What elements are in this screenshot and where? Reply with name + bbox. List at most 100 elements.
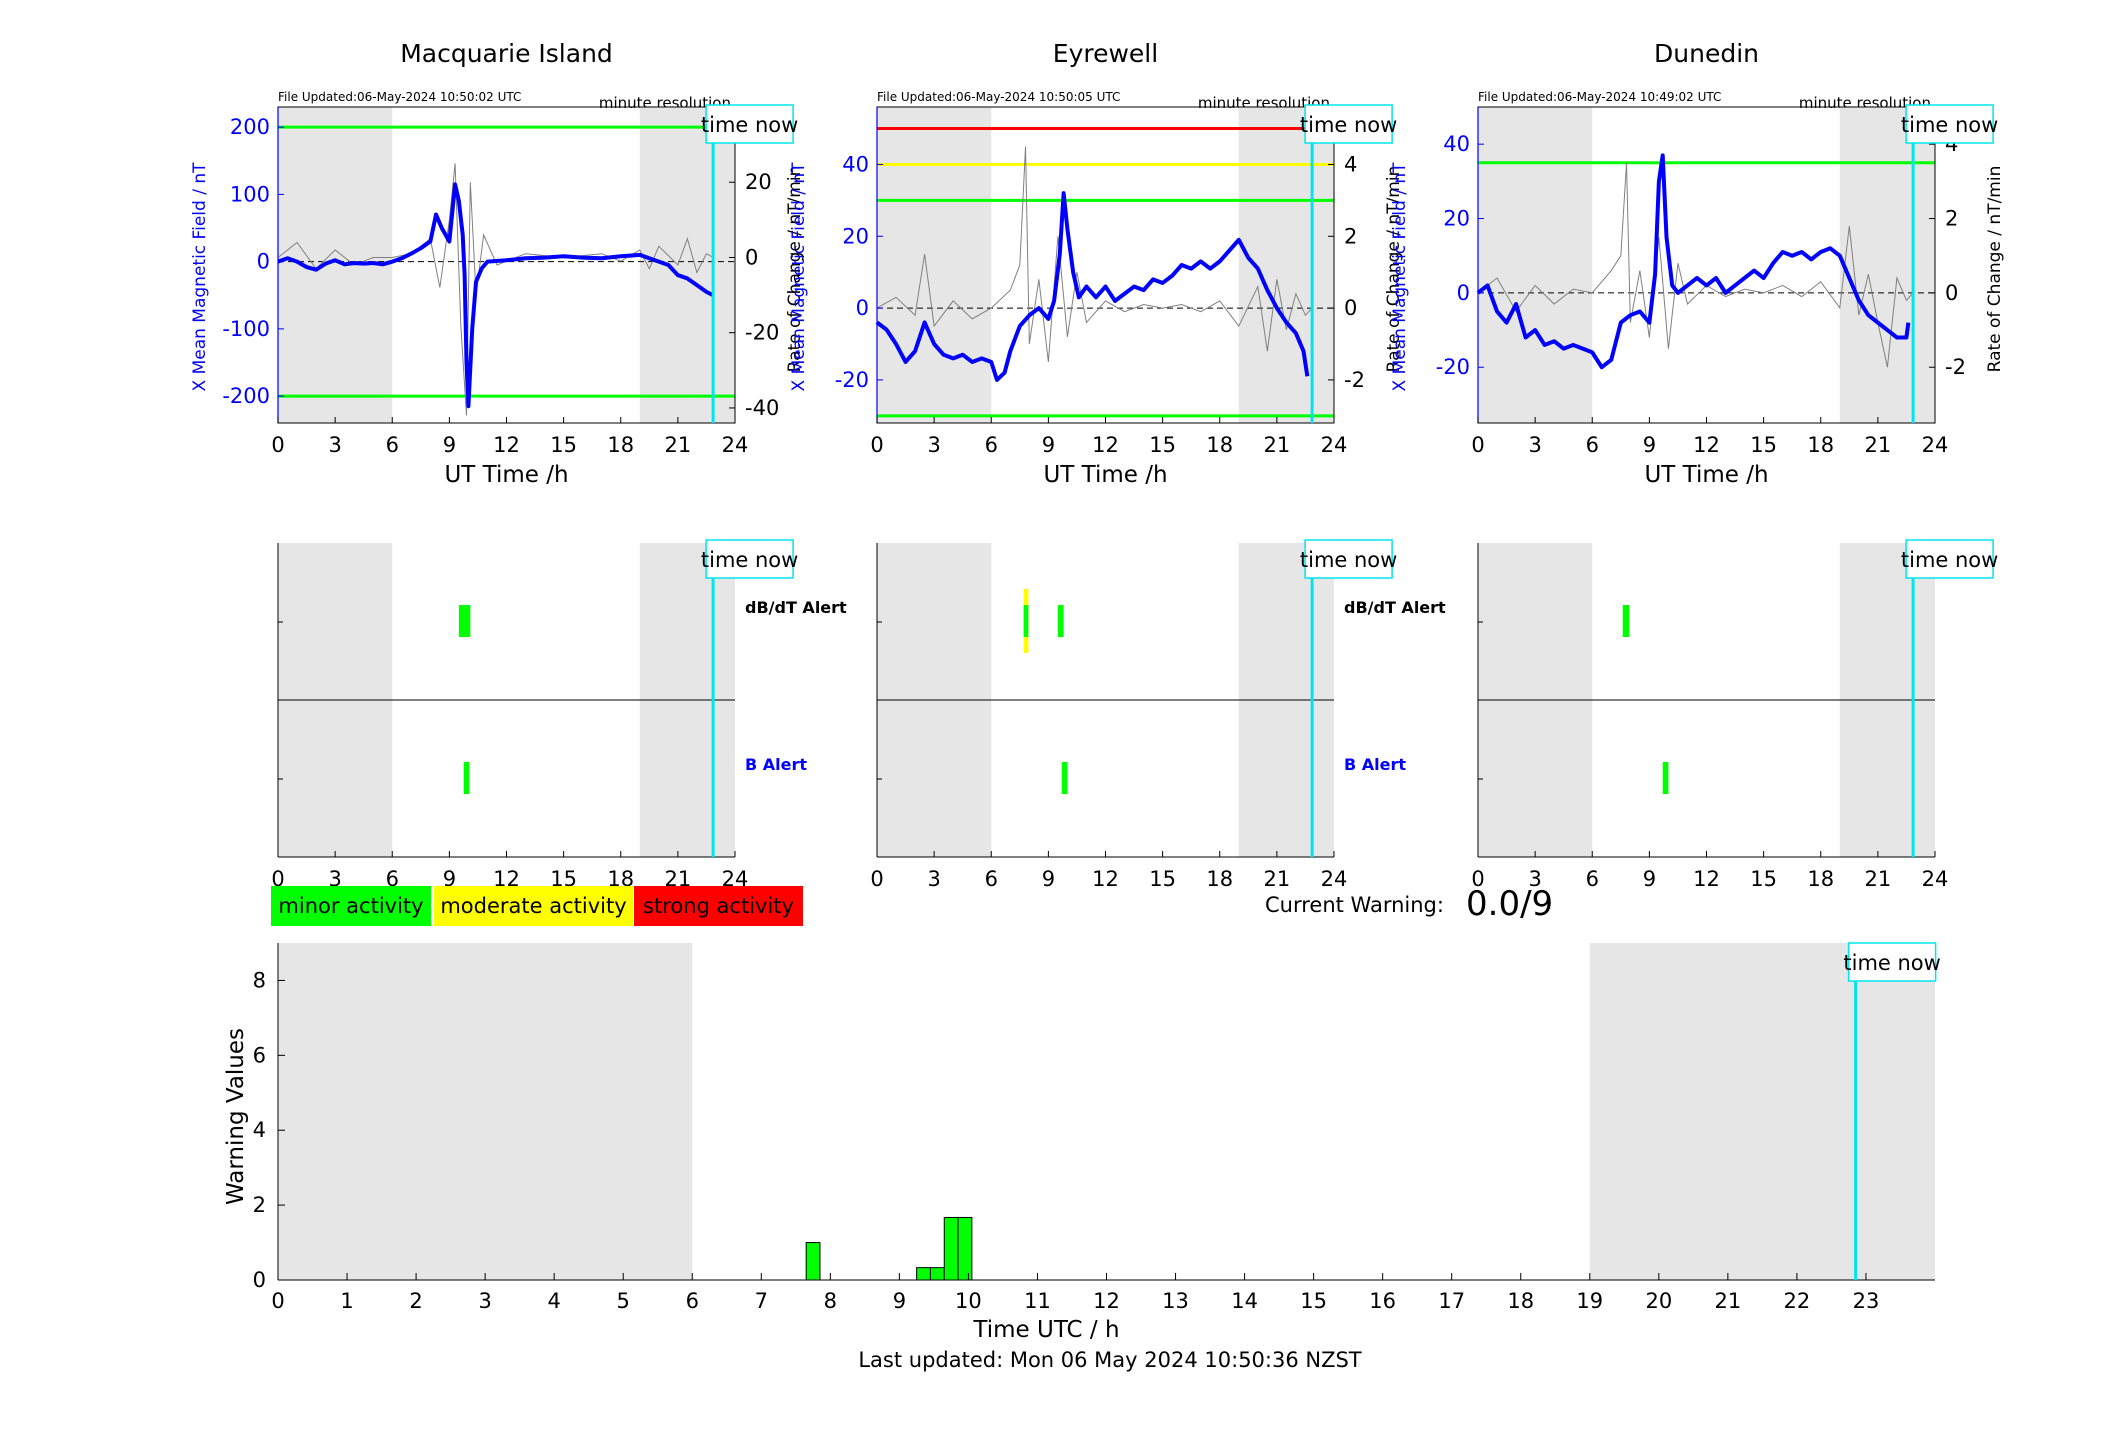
dunedin-time-now-label: time now [1901,113,1998,137]
macquarie-alert-time-now-label: time now [701,548,798,572]
warning-xtick-label: 17 [1438,1289,1465,1313]
macquarie-alert-xtick-label: 0 [271,867,284,891]
dunedin-y2tick-label: -2 [1945,355,1966,379]
dunedin-alert-xtick-label: 0 [1471,867,1484,891]
dunedin-night-band-1 [1839,107,1935,423]
eyrewell-alert-xtick-label: 18 [1206,867,1233,891]
warning-xlabel: Time UTC / h [972,1317,1119,1343]
warning-ytick-label: 4 [253,1118,266,1142]
dunedin-xtick-label: 6 [1586,433,1599,457]
dunedin-mean-field-line [1476,153,1911,370]
eyrewell-xtick-label: 18 [1206,433,1233,457]
eyrewell-xtick-label: 0 [870,433,883,457]
macquarie-ylabel: X Mean Magnetic Field / nT [190,162,210,392]
eyrewell-ytick-label: 0 [856,296,869,320]
macquarie-b-alert-bar-0 [463,762,470,794]
dunedin-alert-xtick-label: 24 [1922,867,1949,891]
warning-xtick-label: 7 [755,1289,768,1313]
warning-time-now-label: time now [1843,951,1940,975]
warning-xtick-label: 0 [271,1289,284,1313]
warning-xtick-label: 18 [1507,1289,1534,1313]
macquarie-xlabel: UT Time /h [444,462,568,488]
eyrewell-alert-time-now-box [1304,539,1393,579]
macquarie-xtick-label: 15 [550,433,577,457]
macquarie-time-now-box [705,104,794,144]
warning-time-now-box [1847,942,1937,982]
eyrewell-y2tick-label: 2 [1344,224,1357,248]
eyrewell-xtick-label: 6 [985,433,998,457]
macquarie-y2tick-label: 20 [745,170,772,194]
macquarie-rate-of-change-line [277,163,714,416]
macquarie-alert-xtick-label: 3 [328,867,341,891]
eyrewell-ytick-label: 20 [842,224,869,248]
legend-minor-activity: minor activity [271,886,431,926]
eyrewell-xtick-label: 9 [1042,433,1055,457]
eyrewell-alert-xtick-label: 12 [1092,867,1119,891]
eyrewell-ylabel: X Mean Magnetic Field / nT [789,162,809,392]
eyrewell-ytick-label: -20 [835,368,869,392]
eyrewell-b-alert-bar-0 [1061,762,1068,794]
warning-xtick-label: 3 [478,1289,491,1313]
macquarie-xtick-label: 3 [328,433,341,457]
macquarie-b-alert-label: B Alert [745,755,807,774]
macquarie-ytick-label: 200 [230,115,270,139]
warning-xtick-label: 6 [686,1289,699,1313]
warning-night-band-0 [278,943,693,1280]
macquarie-title: Macquarie Island [400,39,613,68]
legend-strong-activity: strong activity [634,886,803,926]
dunedin-time-now-box [1905,104,1994,144]
warning-xtick-label: 14 [1231,1289,1258,1313]
dunedin-y2tick-label: 0 [1945,281,1958,305]
eyrewell-alert-xtick-label: 24 [1321,867,1348,891]
warning-bar-2 [929,1267,945,1281]
eyrewell-time-now-label: time now [1300,113,1397,137]
dunedin-alert-time-now-box [1905,539,1994,579]
macquarie-alert-xtick-label: 6 [386,867,399,891]
macquarie-xtick-label: 0 [271,433,284,457]
macquarie-y2tick-label: -20 [745,321,779,345]
warning-xtick-label: 8 [824,1289,837,1313]
warning-xtick-label: 1 [340,1289,353,1313]
warning-xtick-label: 20 [1645,1289,1672,1313]
warning-ytick-label: 8 [253,968,266,992]
dunedin-alert-time-now-label: time now [1901,548,1998,572]
warning-xtick-label: 2 [409,1289,422,1313]
macquarie-dbdt-alert-label: dB/dT Alert [745,598,847,617]
dunedin-y2tick-label: 2 [1945,207,1958,231]
macquarie-xtick-label: 24 [722,433,749,457]
macquarie-xtick-label: 18 [607,433,634,457]
macquarie-ytick-label: -100 [222,317,270,341]
warning-xtick-label: 19 [1576,1289,1603,1313]
eyrewell-xtick-label: 24 [1321,433,1348,457]
macquarie-xtick-label: 21 [665,433,692,457]
eyrewell-alert-xtick-label: 0 [870,867,883,891]
eyrewell-xtick-label: 12 [1092,433,1119,457]
macquarie-ytick-label: 100 [230,182,270,206]
legend-moderate-activity: moderate activity [434,886,633,926]
dunedin-alert-xtick-label: 15 [1750,867,1777,891]
warning-xtick-label: 5 [617,1289,630,1313]
warning-bar-0 [805,1242,821,1281]
dunedin-xtick-label: 24 [1922,433,1949,457]
warning-bar-1 [916,1267,931,1281]
eyrewell-y2tick-label: 4 [1344,152,1357,176]
eyrewell-xtick-label: 15 [1149,433,1176,457]
dunedin-night-band-0 [1478,107,1593,423]
dunedin-dbdt-alert-bar-0 [1622,605,1630,637]
dunedin-y2label: Rate of Change / nT/min [1985,166,2005,373]
dunedin-alert-xtick-label: 9 [1643,867,1656,891]
eyrewell-y2label: Rate of Change / nT/min [1384,166,1404,373]
dunedin-xtick-label: 3 [1528,433,1541,457]
warning-xtick-label: 4 [547,1289,560,1313]
warning-bar-4 [957,1216,973,1281]
macquarie-night-band-1 [639,107,735,423]
dunedin-ytick-label: -20 [1436,355,1470,379]
eyrewell-mean-field-line [875,191,1310,382]
macquarie-alert-xtick-label: 9 [443,867,456,891]
warning-ytick-label: 0 [253,1268,266,1292]
dunedin-ytick-label: 40 [1443,132,1470,156]
macquarie-xtick-label: 6 [386,433,399,457]
macquarie-dbdt-alert-bar-0 [458,605,471,637]
warning-xtick-label: 16 [1369,1289,1396,1313]
